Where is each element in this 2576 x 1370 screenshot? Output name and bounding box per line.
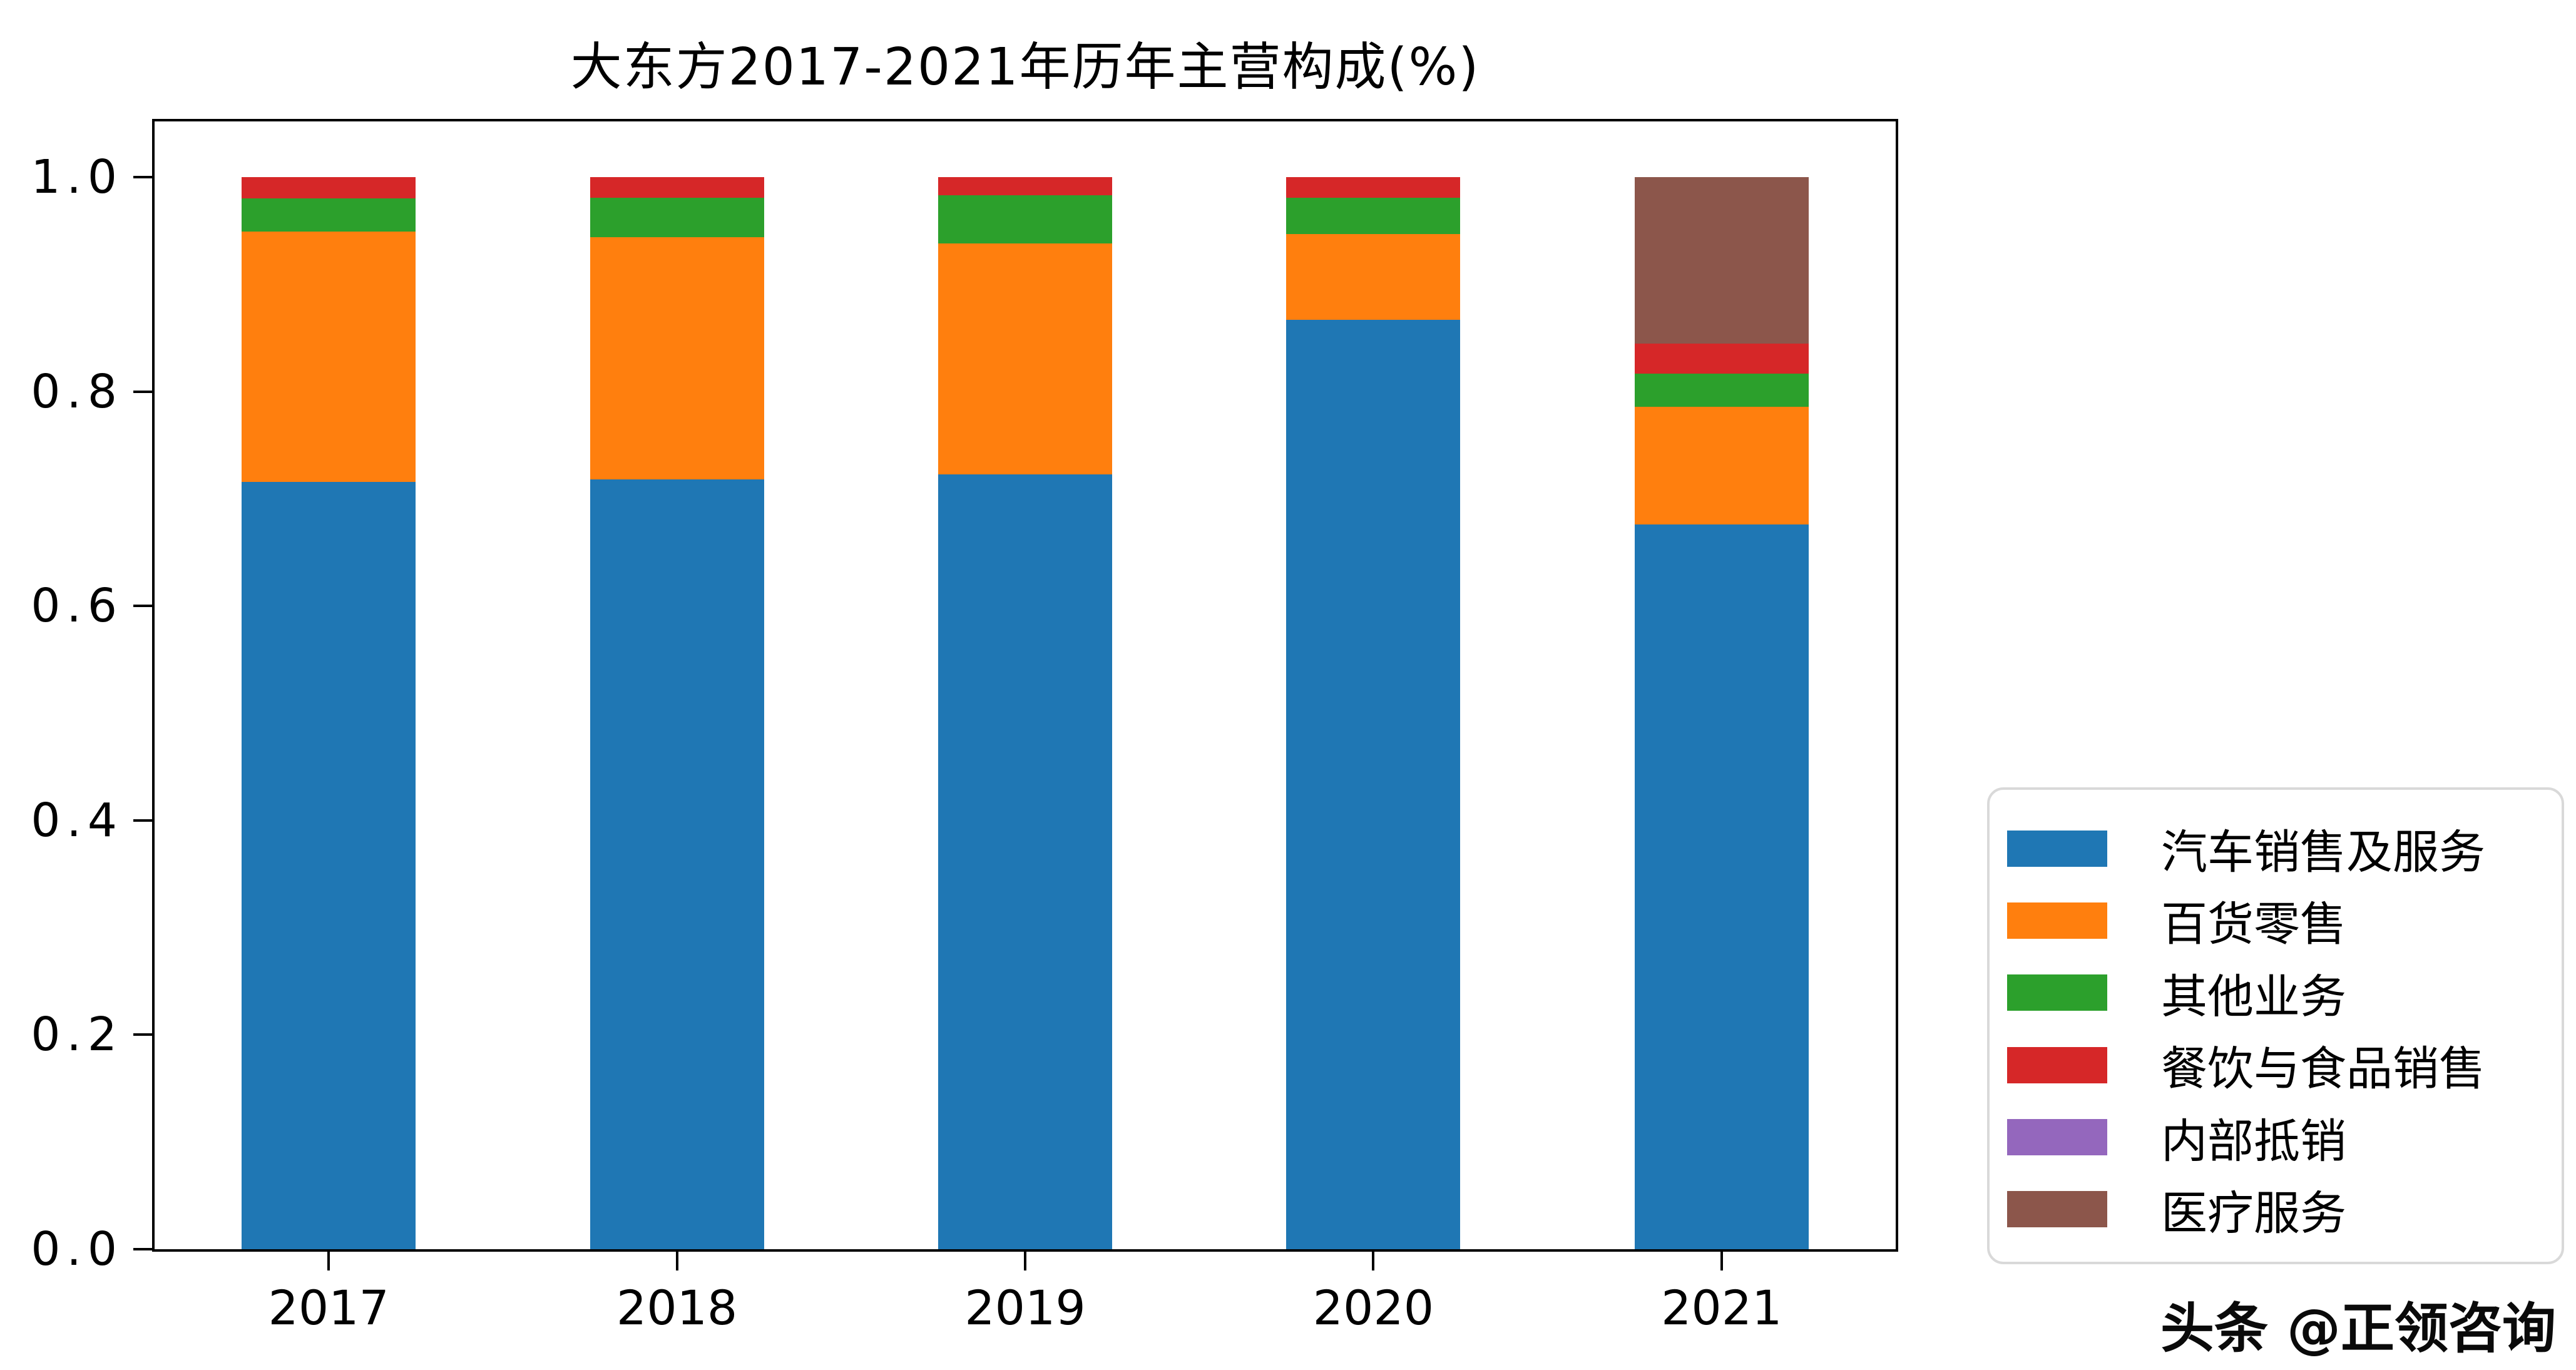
bar-segment: [590, 177, 764, 198]
bar-segment: [242, 198, 416, 232]
y-axis-tick: [133, 390, 152, 393]
bar-segment: [590, 237, 764, 480]
x-axis-tick: [675, 1252, 678, 1270]
y-axis-tick: [133, 176, 152, 179]
y-axis-label: 0.0: [31, 1222, 123, 1276]
legend-item: 医疗服务: [2007, 1176, 2543, 1243]
y-axis-tick: [133, 1033, 152, 1036]
bar-segment: [1634, 177, 1809, 344]
y-axis-label: 0.4: [31, 793, 123, 847]
legend-item: 内部抵销: [2007, 1104, 2543, 1171]
legend-swatch: [2007, 1046, 2107, 1083]
legend-label: 其他业务: [2161, 969, 2346, 1024]
x-axis-tick: [327, 1252, 330, 1270]
legend-swatch: [2007, 1191, 2107, 1228]
x-axis-tick: [1720, 1252, 1723, 1270]
bar-segment: [1634, 406, 1809, 525]
chart-title: 大东方2017-2021年历年主营构成(%): [570, 38, 1480, 97]
bar-segment: [1634, 343, 1809, 374]
bar-segment: [590, 479, 764, 1249]
plot-area: 2017 2018 2019 2020 2021 0.0 0.2 0.4 0.6 0.8 1.0: [31, 119, 1898, 1336]
legend-swatch: [2007, 1119, 2107, 1156]
legend-item: 餐饮与食品销售: [2007, 1031, 2543, 1098]
y-axis-label: 0.8: [31, 364, 123, 419]
y-axis-tick: [133, 1248, 152, 1250]
bar-segment: [1286, 177, 1461, 198]
x-axis-label: 2019: [964, 1280, 1086, 1336]
bar-segment: [938, 195, 1113, 244]
legend-item: 其他业务: [2007, 959, 2543, 1026]
legend-swatch: [2007, 974, 2107, 1011]
bar-segment: [242, 232, 416, 482]
y-axis-label: 0.6: [31, 579, 123, 633]
x-axis-label: 2020: [1312, 1280, 1434, 1336]
legend-label: 内部抵销: [2161, 1114, 2346, 1168]
bar-segment: [590, 197, 764, 237]
bar-segment: [1634, 373, 1809, 407]
bar-segment: [242, 177, 416, 199]
legend-item: 汽车销售及服务: [2007, 815, 2543, 882]
y-axis-tick: [133, 605, 152, 608]
legend-swatch: [2007, 830, 2107, 867]
legend-item: 百货零售: [2007, 887, 2543, 954]
bar-segment: [1286, 319, 1461, 1249]
bar-segment: [938, 243, 1113, 474]
x-axis-tick: [1372, 1252, 1375, 1270]
x-axis-label: 2018: [616, 1280, 738, 1336]
legend-label: 餐饮与食品销售: [2161, 1042, 2485, 1097]
legend-label: 汽车销售及服务: [2161, 826, 2485, 879]
bar-segment: [1286, 197, 1461, 234]
watermark: 头条 @正领咨询: [2160, 1297, 2556, 1360]
legend-swatch: [2007, 902, 2107, 939]
bar-segment: [1634, 524, 1809, 1249]
legend-label: 医疗服务: [2161, 1186, 2346, 1240]
bar-segment: [242, 481, 416, 1249]
x-axis-label: 2017: [268, 1280, 389, 1336]
y-axis-label: 0.2: [31, 1008, 123, 1062]
bar-segment: [938, 177, 1113, 196]
x-axis-tick: [1024, 1252, 1026, 1270]
legend-label: 百货零售: [2161, 897, 2346, 952]
y-axis-tick: [133, 819, 152, 822]
bar-segment: [1286, 233, 1461, 320]
legend: 汽车销售及服务 百货零售其他业务餐饮与食品销售 内部抵销医疗服务: [1987, 787, 2564, 1264]
x-axis-label: 2021: [1661, 1280, 1782, 1336]
y-axis-label: 1.0: [31, 150, 123, 205]
bar-segment: [938, 474, 1113, 1249]
